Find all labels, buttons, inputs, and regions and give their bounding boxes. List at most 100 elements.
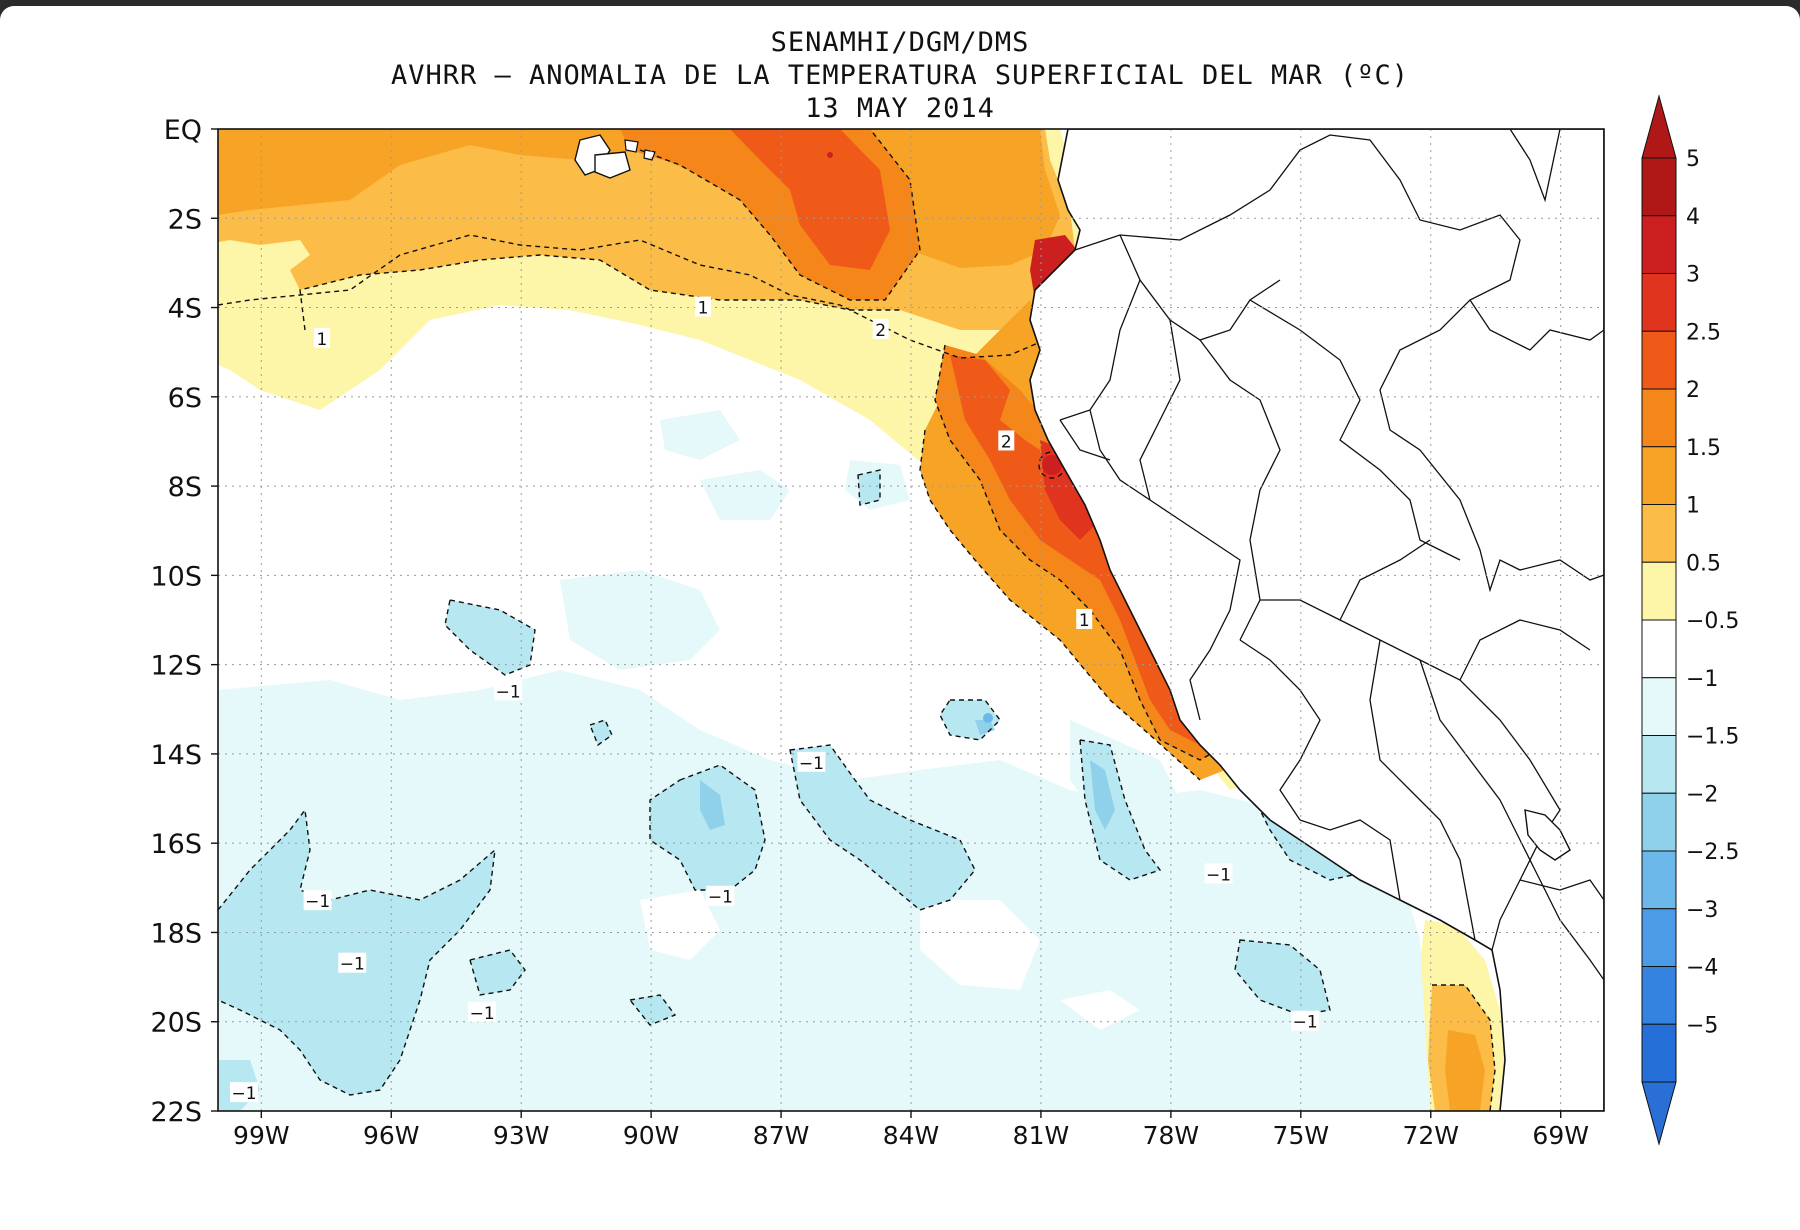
lon-tick-label: 84W — [883, 1121, 940, 1150]
contour-lines — [218, 129, 1496, 1111]
anomaly-area-2-5 — [730, 129, 890, 270]
lat-tick-label: 4S — [168, 294, 202, 325]
contour-label-bg — [468, 1001, 497, 1022]
anomaly-area-neg1-b — [445, 600, 535, 675]
lat-tick-label: 6S — [168, 383, 202, 414]
contour-label: 1 — [1079, 611, 1090, 631]
contour-labels: 1 1 2 2 1 −1 −1 −1 −1 −1 −1 −1 −1 −1 — [229, 296, 1320, 1104]
colorbar-label: −2 — [1686, 782, 1718, 807]
contour-label-bg — [706, 885, 735, 906]
anomaly-area-2-south — [1445, 1030, 1485, 1111]
colorbar-label: −3 — [1686, 898, 1718, 923]
colorbar-swatch — [1641, 215, 1677, 274]
colorbar-label: −2.5 — [1686, 840, 1739, 865]
title-agency: SENAMHI/DGM/DMS — [770, 27, 1030, 58]
lon-tick-label: 72W — [1402, 1121, 1459, 1150]
lon-tick-label: 96W — [363, 1121, 420, 1150]
contour-label-bg — [1291, 1010, 1320, 1031]
anomaly-area-neg1-h — [1235, 940, 1330, 1015]
contour-label-bg — [1076, 609, 1093, 629]
colorbar-swatch — [1641, 446, 1677, 505]
colorbar-label: 1 — [1686, 494, 1700, 519]
anomaly-area-neg1-5 — [700, 780, 725, 830]
colorbar-swatch — [1641, 966, 1677, 1025]
contour-label: 1 — [317, 330, 328, 350]
colorbar-label: 2.5 — [1686, 320, 1721, 345]
colorbar-swatch — [1641, 908, 1677, 967]
colorbar-label: 1.5 — [1686, 436, 1721, 461]
colorbar-swatch — [1641, 157, 1677, 217]
contour-label-bg — [1204, 863, 1233, 884]
lon-tick-label: 78W — [1143, 1121, 1200, 1150]
colorbar-label: −1.5 — [1686, 725, 1739, 750]
contour-label: 2 — [875, 321, 886, 341]
contour-label: −1 — [1293, 1013, 1318, 1033]
lat-tick-label: 22S — [151, 1097, 203, 1128]
colorbar-swatch — [1641, 850, 1677, 910]
colorbar-swatch — [1641, 735, 1677, 794]
contour-label-bg — [797, 751, 826, 772]
colorbar-label: 0.5 — [1686, 551, 1721, 576]
contour-label-bg — [303, 890, 332, 911]
lon-tick-label: 75W — [1273, 1121, 1330, 1150]
contour-label: −1 — [1206, 865, 1231, 885]
lat-tick-label: 8S — [168, 472, 202, 503]
colorbar-label: 3 — [1686, 263, 1700, 288]
lon-tick-label: 81W — [1013, 1121, 1070, 1150]
colorbar-label: −0.5 — [1686, 609, 1739, 634]
title-product: AVHRR – ANOMALIA DE LA TEMPERATURA SUPER… — [390, 60, 1410, 91]
colorbar-label: −1 — [1686, 667, 1718, 692]
colorbar-label: 5 — [1686, 147, 1700, 172]
contour-label-bg — [338, 952, 367, 973]
contour-label-bg — [313, 327, 330, 348]
colorbar-label: 4 — [1686, 205, 1700, 230]
lat-tick-label: 12S — [151, 651, 203, 682]
title-date: 13 MAY 2014 — [805, 93, 995, 124]
colorbar-swatch — [1641, 330, 1677, 390]
colorbar-swatch — [1641, 1023, 1677, 1083]
colorbar-swatch — [1641, 504, 1677, 563]
contour-label-bg — [998, 430, 1015, 451]
latitude-axis: EQ 2S 4S 6S 8S 10S 12S 14S 16S 18S 20S 22S — [151, 115, 218, 1128]
contour-label: −1 — [340, 955, 365, 975]
colorbar-label: −4 — [1686, 956, 1718, 981]
colorbar: 5 4 3 2.5 2 1.5 1 0.5 −0.5 −1 −1.5 −2 −2.5 −3 −4 −5 — [1641, 94, 1739, 1146]
lat-tick-label: 16S — [151, 829, 203, 860]
lon-tick-label: 99W — [233, 1121, 290, 1150]
land-mass — [574, 129, 1604, 1111]
lat-tick-label: 18S — [151, 918, 203, 949]
contour-label-bg — [872, 318, 889, 339]
lat-tick-label: EQ — [164, 115, 202, 146]
colorbar-swatch — [1641, 677, 1677, 736]
lon-tick-label: 69W — [1532, 1121, 1589, 1150]
contour-label: −1 — [799, 754, 824, 774]
anomaly-area-neg1-d — [790, 745, 975, 910]
colorbar-swatch — [1641, 388, 1677, 448]
contour-label: −1 — [305, 892, 330, 912]
colorbar-swatch — [1641, 273, 1677, 332]
lon-tick-label: 87W — [753, 1121, 810, 1150]
contour-label-bg — [229, 1082, 258, 1103]
lat-tick-label: 2S — [168, 204, 202, 235]
lat-tick-label: 20S — [151, 1008, 203, 1039]
lon-tick-label: 93W — [493, 1121, 550, 1150]
contour-label: −1 — [470, 1004, 495, 1024]
anomaly-area-neg1 — [218, 810, 495, 1095]
colorbar-swatch — [1641, 619, 1677, 679]
figure-titles: SENAMHI/DGM/DMS AVHRR – ANOMALIA DE LA T… — [0, 26, 1800, 125]
longitude-axis: 99W 96W 93W 90W 87W 84W 81W 78W 75W 72W 69W — [233, 1111, 1589, 1150]
lat-tick-label: 14S — [151, 740, 203, 771]
colorbar-swatch — [1641, 792, 1677, 852]
lon-tick-label: 90W — [623, 1121, 680, 1150]
colorbar-label: −5 — [1686, 1013, 1718, 1038]
contour-label: 2 — [1001, 432, 1012, 452]
colorbar-swatch — [1641, 561, 1677, 621]
contour-label: −1 — [708, 888, 733, 908]
contour-label: −1 — [231, 1084, 256, 1104]
colorbar-bottom-arrow — [1641, 1081, 1677, 1146]
colorbar-label: 2 — [1686, 378, 1700, 403]
contour-label: −1 — [496, 682, 521, 702]
lat-tick-label: 10S — [151, 561, 203, 592]
colorbar-top-arrow — [1641, 94, 1677, 159]
